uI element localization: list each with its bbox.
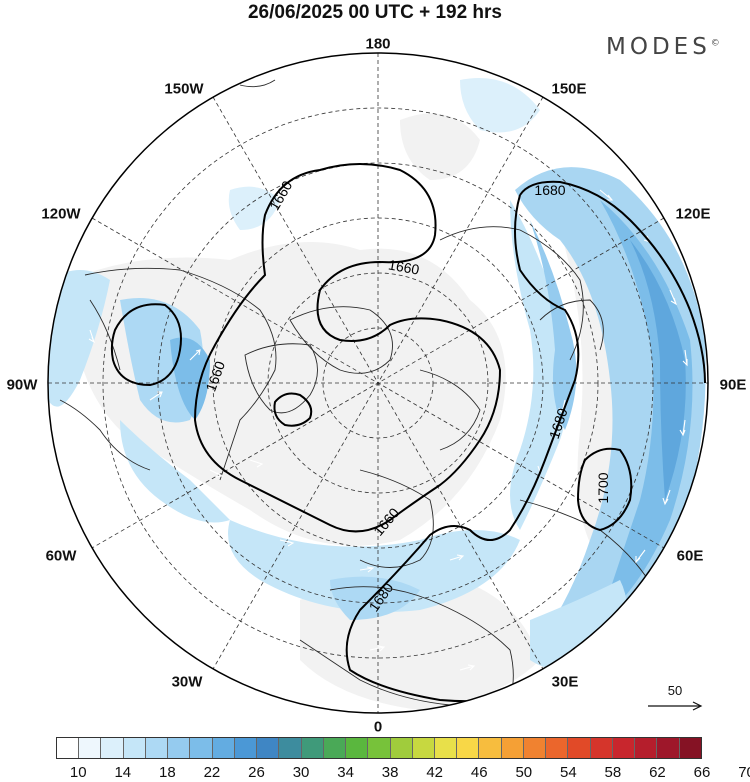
colorbar-swatch <box>101 738 124 758</box>
lon-label-0: 0 <box>373 718 383 736</box>
colorbar-swatch <box>568 738 591 758</box>
colorbar-tick-label: 34 <box>337 764 354 781</box>
lon-label-60w: 60W <box>45 547 77 565</box>
lon-label-90e: 90E <box>719 376 747 394</box>
colorbar-tick-label: 38 <box>381 764 399 781</box>
colorbar-swatch <box>79 738 102 758</box>
colorbar-swatch <box>212 738 235 758</box>
lon-label-60e: 60E <box>676 547 704 565</box>
colorbar-swatch <box>412 738 435 758</box>
colorbar-swatch <box>57 738 80 758</box>
lon-label-90w: 90W <box>6 376 38 394</box>
colorbar-tick-label: 30 <box>292 764 310 781</box>
colorbar-tick-label: 58 <box>604 764 622 781</box>
colorbar-tick-label: 10 <box>69 764 87 781</box>
lon-label-150w: 150W <box>164 80 204 98</box>
colorbar-swatch <box>501 738 524 758</box>
contour-label: 1680 <box>534 182 565 198</box>
colorbar-tick-label: 14 <box>114 764 132 781</box>
colorbar-swatch <box>368 738 391 758</box>
map-title: 26/06/2025 00 UTC + 192 hrs <box>247 2 503 23</box>
meridians <box>48 53 708 713</box>
colorbar-tick-label: 26 <box>248 764 265 781</box>
colorbar-swatch <box>323 738 347 758</box>
lon-label-180: 180 <box>365 35 391 53</box>
colorbar-swatch <box>434 738 458 758</box>
brand-logo: MODES© <box>606 34 720 60</box>
colorbar-swatch <box>234 738 258 758</box>
colorbar-swatch <box>635 738 658 758</box>
lon-label-30e: 30E <box>551 673 579 691</box>
colorbar-tick-label: 46 <box>470 764 488 781</box>
colorbar-tick-label: 50 <box>515 764 533 781</box>
colorbar-swatch <box>590 738 613 758</box>
colorbar-swatch <box>679 738 701 758</box>
colorbar-swatch <box>145 738 169 758</box>
height-contours <box>110 163 706 703</box>
colorbar-tick-label: 54 <box>560 764 577 781</box>
reference-vector: 50 <box>648 683 703 711</box>
colorbar-tick-label: 42 <box>426 764 444 781</box>
lon-label-30w: 30W <box>171 673 203 691</box>
contour-label: 1700 <box>595 472 611 503</box>
colorbar-tick-labels: 10 14 18 22 26 30 34 38 42 46 50 54 58 62 66 70 <box>56 764 750 782</box>
colorbar-swatch <box>257 738 280 758</box>
colorbar-swatch <box>546 738 569 758</box>
colorbar-swatch <box>457 738 480 758</box>
colorbar-swatch <box>657 738 680 758</box>
colorbar-tick-label: 22 <box>203 764 221 781</box>
colorbar-swatch <box>190 738 213 758</box>
colorbar <box>56 737 702 759</box>
colorbar-swatch <box>523 738 547 758</box>
colorbar-swatch <box>479 738 502 758</box>
jet-stream-shading <box>48 78 706 670</box>
colorbar-swatch <box>390 738 413 758</box>
reference-vector-label: 50 <box>668 683 682 698</box>
lon-label-120w: 120W <box>41 205 81 223</box>
map-boundary <box>47 52 709 714</box>
colorbar-swatch <box>168 738 191 758</box>
map-disk: 1660 1680 1660 1660 1680 1660 1680 1700 <box>48 53 708 713</box>
lon-label-150e: 150E <box>551 80 587 98</box>
colorbar-swatch <box>123 738 146 758</box>
reference-arrow-head <box>692 701 703 711</box>
brand-copyright-mark: © <box>710 38 720 49</box>
colorbar-tick-label: 18 <box>159 764 176 781</box>
colorbar-tick-label: 62 <box>649 764 666 781</box>
contour-label: 1660 <box>387 256 421 277</box>
colorbar-swatch <box>279 738 302 758</box>
colorbar-swatch <box>612 738 636 758</box>
brand-text: MODES <box>606 34 711 60</box>
lon-label-120e: 120E <box>675 205 711 223</box>
colorbar-swatch <box>346 738 369 758</box>
colorbar-tick-label: 70 <box>738 764 750 781</box>
colorbar-swatch <box>301 738 324 758</box>
colorbar-tick-label: 66 <box>693 764 711 781</box>
